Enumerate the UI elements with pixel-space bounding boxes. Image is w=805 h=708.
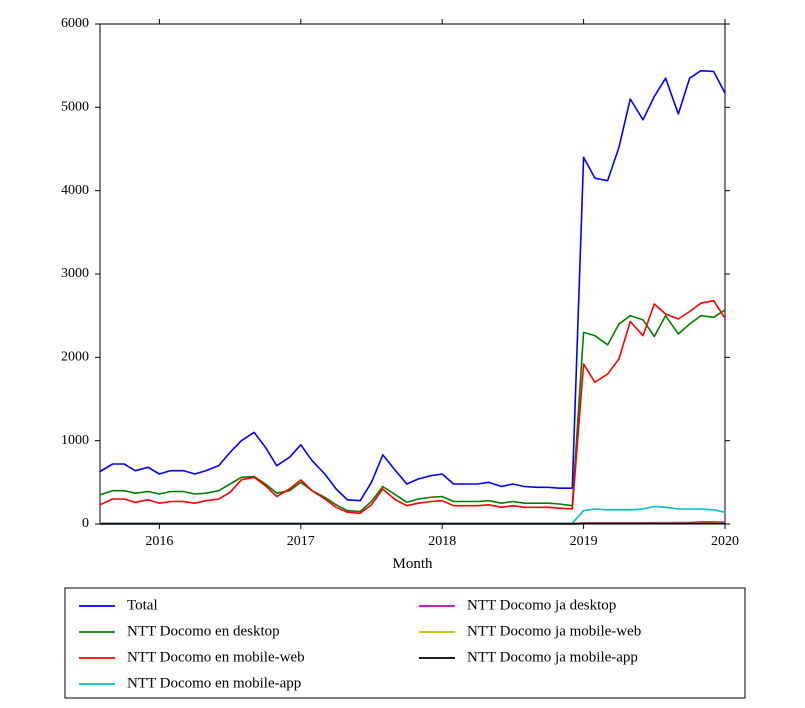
series-line <box>100 71 725 501</box>
svg-text:2017: 2017 <box>287 534 315 549</box>
svg-text:3000: 3000 <box>61 266 89 281</box>
legend-label: NTT Docomo ja mobile-web <box>467 623 641 639</box>
legend-label: NTT Docomo ja desktop <box>467 597 616 613</box>
svg-text:2018: 2018 <box>428 534 456 549</box>
svg-text:2016: 2016 <box>145 534 173 549</box>
legend-label: NTT Docomo en mobile-web <box>127 649 305 665</box>
legend-label: Total <box>127 597 158 613</box>
series-line <box>100 507 725 524</box>
svg-text:2000: 2000 <box>61 350 89 365</box>
svg-text:2019: 2019 <box>570 534 598 549</box>
x-axis-label: Month <box>392 556 433 572</box>
chart-container: { "chart": { "type": "line", "width": 80… <box>0 0 805 708</box>
legend-label: NTT Docomo en desktop <box>127 623 280 639</box>
svg-text:5000: 5000 <box>61 100 89 115</box>
svg-text:6000: 6000 <box>61 16 89 31</box>
svg-text:4000: 4000 <box>61 183 89 198</box>
legend-label: NTT Docomo ja mobile-app <box>467 649 638 665</box>
svg-text:0: 0 <box>82 516 89 531</box>
svg-text:1000: 1000 <box>61 433 89 448</box>
legend-label: NTT Docomo en mobile-app <box>127 675 301 691</box>
svg-text:2020: 2020 <box>711 534 739 549</box>
line-chart: 0 1000 2000 3000 4000 5000 6000 2016 2017 2018 201… <box>0 0 805 708</box>
